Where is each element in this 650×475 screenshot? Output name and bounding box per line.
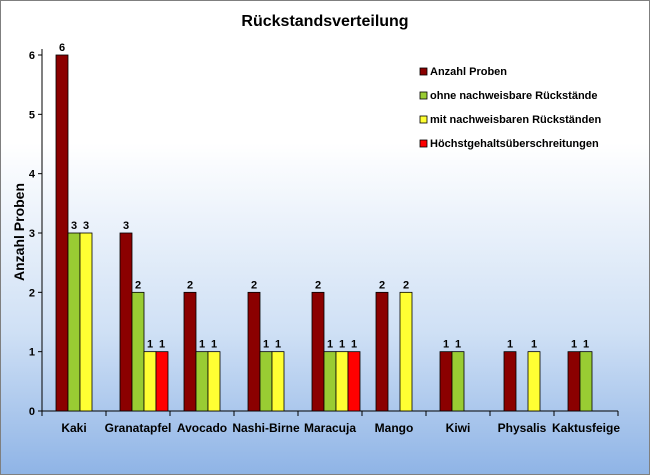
data-label: 1	[351, 339, 357, 351]
x-tick-label: Mango	[375, 421, 414, 435]
data-label: 2	[251, 279, 257, 291]
data-label: 2	[315, 279, 321, 291]
data-label: 2	[379, 279, 385, 291]
data-label: 3	[71, 220, 77, 232]
data-label: 3	[83, 220, 89, 232]
x-tick-label: Kaktusfeige	[552, 421, 620, 435]
x-tick-label: Physalis	[498, 421, 547, 435]
bar	[579, 351, 593, 412]
data-label: 1	[275, 339, 281, 351]
bar	[119, 232, 133, 412]
bar	[247, 291, 261, 412]
legend-label: ohne nachweisbare Rückstände	[430, 90, 598, 102]
chart-title: Rückstandsverteilung	[241, 13, 408, 30]
bar	[311, 291, 325, 412]
y-tick-label: 1	[29, 347, 35, 359]
bar	[207, 351, 221, 412]
data-label: 1	[159, 339, 165, 351]
bar	[323, 351, 337, 412]
y-axis-label: Anzahl Proben	[11, 183, 27, 281]
data-label: 3	[123, 220, 129, 232]
bar	[195, 351, 209, 412]
data-label: 1	[147, 339, 153, 351]
data-label: 1	[263, 339, 269, 351]
bar	[79, 232, 93, 412]
data-label: 1	[571, 339, 577, 351]
x-tick-label: Granatapfel	[105, 421, 172, 435]
data-label: 1	[531, 339, 537, 351]
legend: Anzahl Proben ohne nachweisbare Rückständ…	[419, 66, 601, 150]
bar	[439, 351, 453, 412]
bar	[259, 351, 273, 412]
y-tick-label: 6	[29, 50, 35, 62]
bar	[375, 291, 389, 412]
y-tick-label: 0	[29, 406, 35, 418]
bar	[527, 351, 541, 412]
bar	[335, 351, 349, 412]
bar	[271, 351, 285, 412]
data-label: 2	[187, 279, 193, 291]
bar	[399, 291, 413, 412]
x-tick-label: Maracuja	[304, 421, 356, 435]
y-tick-label: 2	[29, 287, 35, 299]
data-label: 1	[211, 339, 217, 351]
legend-label: mit nachweisbaren Rückständen	[430, 114, 601, 126]
x-tick-label: Avocado	[177, 421, 227, 435]
legend-swatch	[419, 139, 428, 148]
data-label: 2	[135, 279, 141, 291]
bar	[155, 351, 169, 412]
legend-swatch	[419, 67, 428, 76]
bar	[451, 351, 465, 412]
x-tick-label: Nashi-Birne	[232, 421, 300, 435]
x-tick-label: Kaki	[61, 421, 86, 435]
data-label: 6	[59, 42, 65, 54]
data-label: 1	[199, 339, 205, 351]
bar	[55, 54, 69, 412]
data-label: 2	[403, 279, 409, 291]
bar	[347, 351, 361, 412]
legend-label: Anzahl Proben	[430, 66, 507, 78]
y-tick-label: 3	[29, 228, 35, 240]
bar	[143, 351, 157, 412]
data-label: 1	[339, 339, 345, 351]
bar	[183, 291, 197, 412]
y-tick-label: 4	[29, 169, 36, 181]
bar	[503, 351, 517, 412]
data-label: 1	[443, 339, 449, 351]
bar	[567, 351, 581, 412]
y-tick-label: 5	[29, 109, 35, 121]
bar	[67, 232, 81, 412]
legend-label: Höchstgehaltsüberschreitungen	[430, 138, 599, 150]
legend-swatch	[419, 115, 428, 124]
legend-swatch	[419, 91, 428, 100]
data-label: 1	[507, 339, 513, 351]
data-label: 1	[327, 339, 333, 351]
data-label: 1	[455, 339, 461, 351]
bar	[131, 291, 145, 412]
x-tick-label: Kiwi	[446, 421, 471, 435]
data-label: 1	[583, 339, 589, 351]
